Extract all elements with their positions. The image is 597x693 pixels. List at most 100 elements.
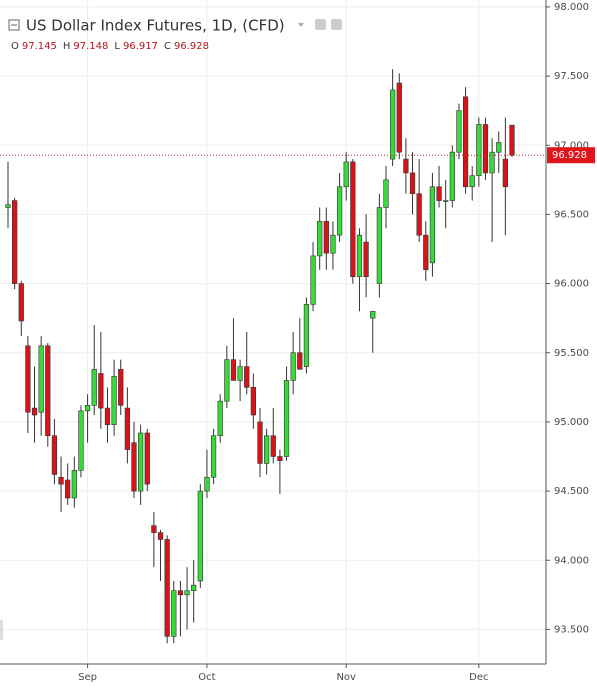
ohlc-key: H <box>63 41 71 52</box>
candle-body <box>489 151 495 174</box>
candle-body <box>336 186 343 236</box>
x-tick-label: Nov <box>336 672 356 683</box>
candle-body <box>25 345 31 413</box>
candle-body <box>98 373 104 409</box>
ohlc-value: 97.148 <box>73 41 108 52</box>
candle-body <box>330 234 336 254</box>
candle-body <box>157 532 164 540</box>
candle-body <box>12 200 18 284</box>
candle-body <box>476 124 482 176</box>
candle-body <box>84 405 91 412</box>
x-tick-label: Dec <box>469 672 488 683</box>
candle-body <box>144 432 150 485</box>
candle-body <box>78 410 84 471</box>
candle-body <box>356 234 363 277</box>
y-tick-label: 97.000 <box>554 140 589 151</box>
candle-body <box>58 476 64 485</box>
candle-body <box>237 366 243 381</box>
candle-body <box>204 476 210 492</box>
candle-body <box>91 369 97 406</box>
candles <box>5 69 515 644</box>
candle-body <box>138 432 144 492</box>
candle-body <box>277 456 283 461</box>
chart-title: US Dollar Index Futures, 1D, (CFD) <box>26 17 285 35</box>
candle-body <box>343 161 349 188</box>
candle-body <box>257 421 263 464</box>
ohlc-key: O <box>11 41 19 52</box>
candle-body <box>303 304 310 367</box>
y-tick-label: 95.000 <box>554 417 589 428</box>
candle-body <box>350 161 356 277</box>
candle-body <box>224 359 230 402</box>
candle-body <box>297 352 303 370</box>
candle-body <box>403 158 409 174</box>
candle-body <box>18 283 24 322</box>
grid <box>0 0 546 664</box>
candle-body <box>390 89 396 160</box>
candle-body <box>197 490 203 582</box>
y-tick-label: 94.000 <box>554 555 589 566</box>
candle-body <box>469 175 475 188</box>
x-tick-label: Sep <box>78 672 97 683</box>
candle-body <box>65 479 71 499</box>
candle-body <box>230 359 237 381</box>
candle-body <box>370 310 376 319</box>
candle-body <box>124 407 130 450</box>
candle-body <box>270 435 276 457</box>
ohlc-legend: O 97.145 H 97.148 L 96.917 C 96.928 <box>11 41 209 52</box>
candle-body <box>5 204 11 208</box>
candle-body <box>118 369 124 406</box>
y-tick-label: 96.000 <box>554 279 589 290</box>
candle-body <box>38 345 44 413</box>
candle-body <box>409 172 416 194</box>
candle-body <box>290 352 296 381</box>
ohlc-text: O 97.145 H 97.148 L 96.917 C 96.928 <box>11 41 209 52</box>
settings-icon[interactable] <box>331 19 342 30</box>
candle-body <box>151 525 157 533</box>
ohlc-key: L <box>114 41 120 52</box>
ohlc-key: C <box>164 41 171 52</box>
candle-body <box>396 82 402 153</box>
ohlc-value: 96.917 <box>123 41 158 52</box>
x-tick-label: Oct <box>198 672 215 683</box>
candle-body <box>462 96 469 188</box>
y-tick-label: 97.500 <box>554 71 589 82</box>
candle-body <box>376 207 382 284</box>
candle-body <box>131 442 137 492</box>
candle-body <box>210 435 217 478</box>
candle-body <box>443 200 449 202</box>
candle-body <box>496 142 502 153</box>
candle-body <box>217 400 223 437</box>
last-price-box <box>547 147 595 164</box>
candle-body <box>317 221 323 257</box>
candle-body <box>71 470 77 499</box>
candle-body <box>171 590 177 637</box>
candle-body <box>482 124 489 174</box>
ohlc-value: 97.145 <box>22 41 57 52</box>
candle-body <box>502 158 508 188</box>
candle-body <box>264 435 270 464</box>
dropdown-arrow[interactable] <box>298 23 304 27</box>
candle-body <box>323 221 329 254</box>
candle-body <box>436 186 442 201</box>
collapse-icon[interactable] <box>8 19 20 31</box>
candle-body <box>509 124 515 156</box>
y-tick-label: 95.500 <box>554 348 589 359</box>
candle-body <box>51 435 58 475</box>
eye-icon[interactable] <box>315 19 326 30</box>
scroll-handle <box>0 620 3 640</box>
y-tick-label: 93.500 <box>554 624 589 635</box>
candle-body <box>111 375 117 425</box>
candle-body <box>244 366 250 388</box>
candle-body <box>177 590 184 596</box>
ohlc-value: 96.928 <box>174 41 209 52</box>
candle-body <box>283 380 290 457</box>
candle-body <box>383 179 389 208</box>
last-price-label: 96.928 <box>552 150 587 161</box>
candle-body <box>429 186 436 264</box>
candle-body <box>449 151 455 201</box>
candle-body <box>363 241 369 277</box>
candle-body <box>31 407 38 416</box>
